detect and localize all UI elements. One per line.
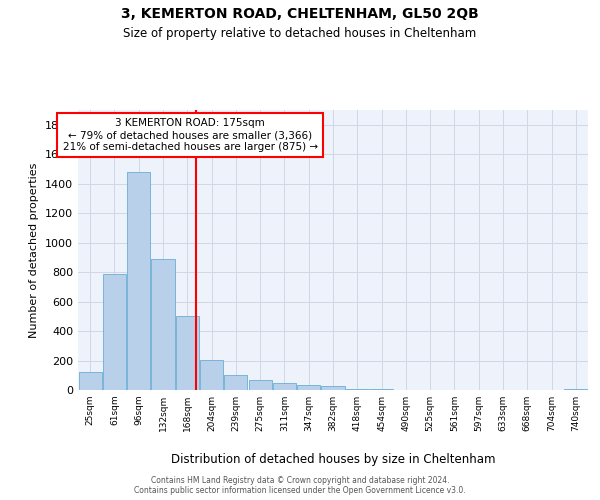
Bar [248,380,272,390]
Bar [176,316,199,390]
Bar [200,360,223,390]
Bar [322,386,344,390]
Y-axis label: Number of detached properties: Number of detached properties [29,162,40,338]
Bar [79,372,101,390]
Text: 3 KEMERTON ROAD: 175sqm
← 79% of detached houses are smaller (3,366)
21% of semi: 3 KEMERTON ROAD: 175sqm ← 79% of detache… [62,118,318,152]
Text: 3, KEMERTON ROAD, CHELTENHAM, GL50 2QB: 3, KEMERTON ROAD, CHELTENHAM, GL50 2QB [121,8,479,22]
Bar [346,388,369,390]
Bar [370,388,393,390]
Text: Distribution of detached houses by size in Cheltenham: Distribution of detached houses by size … [171,452,495,466]
Bar [127,172,150,390]
Bar [151,259,175,390]
Bar [565,388,587,390]
Bar [297,385,320,390]
Bar [273,384,296,390]
Text: Size of property relative to detached houses in Cheltenham: Size of property relative to detached ho… [124,28,476,40]
Text: Contains HM Land Registry data © Crown copyright and database right 2024.
Contai: Contains HM Land Registry data © Crown c… [134,476,466,495]
Bar [103,274,126,390]
Bar [224,376,247,390]
